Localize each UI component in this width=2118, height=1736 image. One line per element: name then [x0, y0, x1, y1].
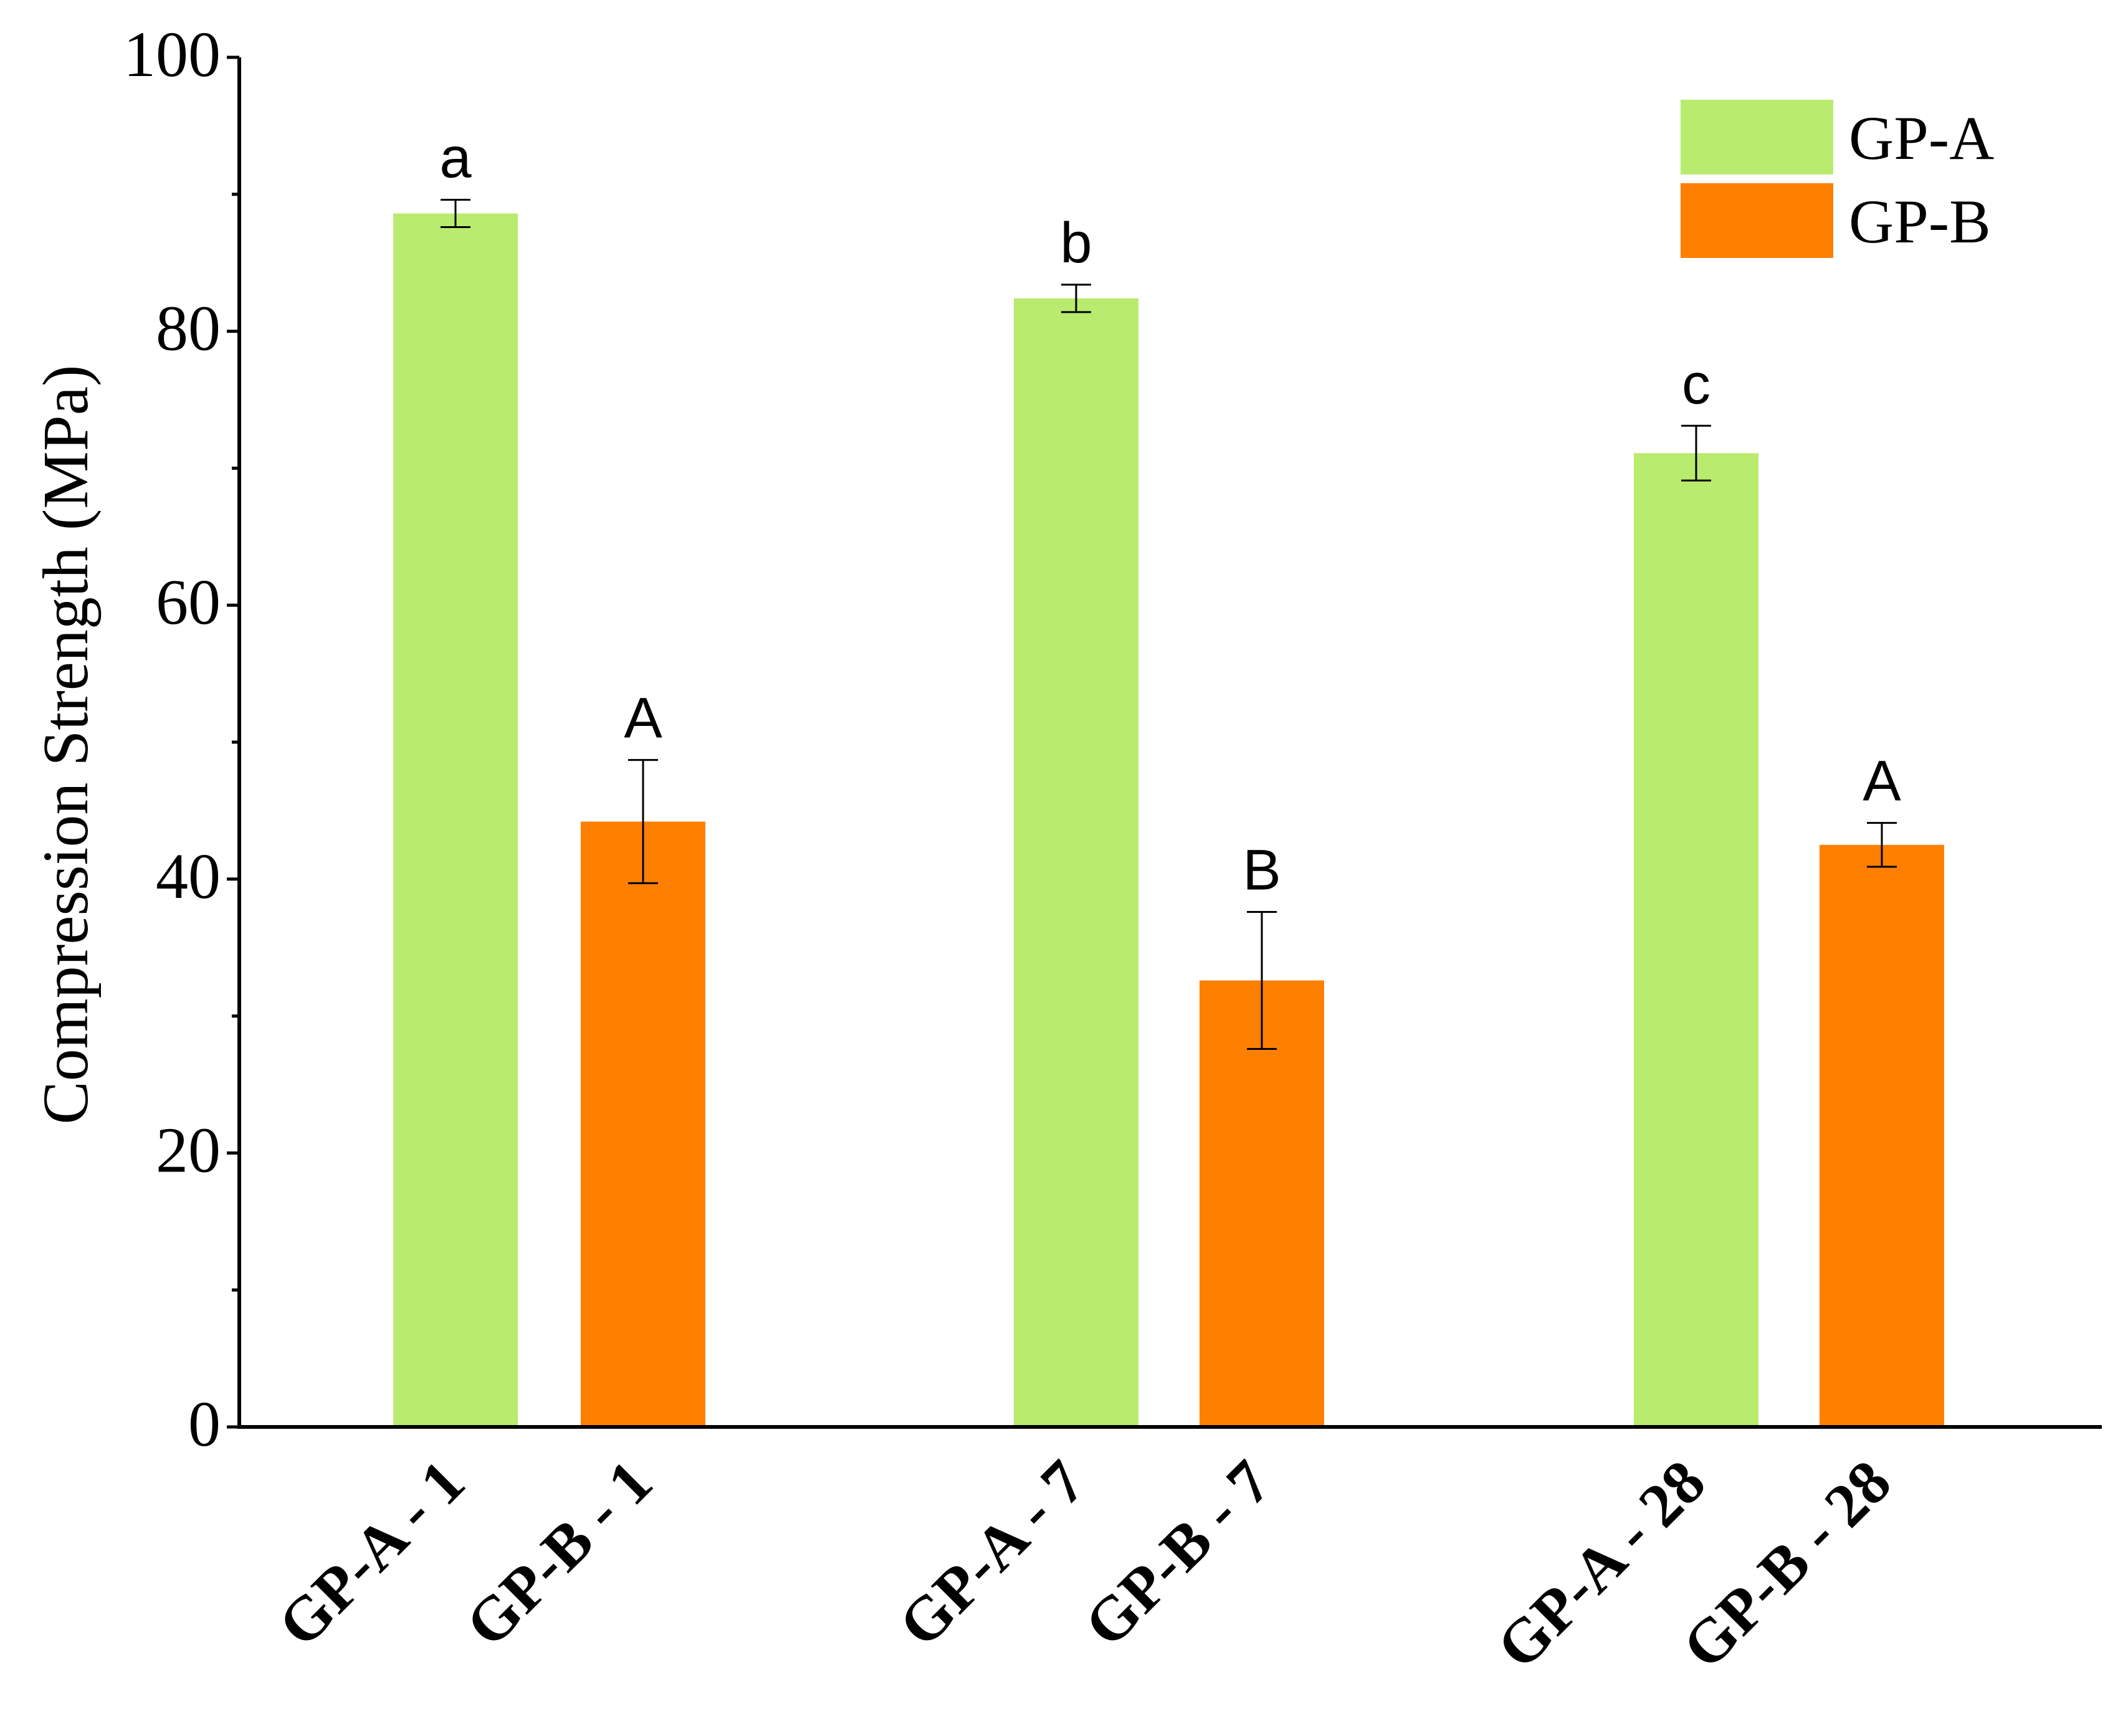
- legend: GP-A GP-B: [1681, 100, 1994, 258]
- x-tick-label: GP-A - 1: [265, 1447, 478, 1660]
- x-axis-ticks: GP-A - 1GP-B - 1 GP-A - 7GP-B - 7 GP-A - 2…: [265, 1447, 1904, 1682]
- significance-label: c: [1682, 352, 1710, 416]
- legend-label: GP-A: [1849, 103, 1994, 173]
- significance-label: B: [1243, 839, 1281, 902]
- bar: [1634, 453, 1758, 1428]
- y-axis-label: Compression Strength (MPa): [30, 365, 102, 1124]
- legend-swatch: [1681, 100, 1833, 174]
- significance-label: A: [1863, 750, 1901, 813]
- y-tick-label: 20: [156, 1114, 221, 1186]
- significance-label: b: [1060, 211, 1092, 275]
- y-axis-ticks: 0 20 40 60 80 100: [123, 19, 239, 1460]
- x-tick-label: GP-B - 7: [1071, 1447, 1284, 1660]
- significance-labels: a b c A B A: [439, 126, 1901, 902]
- y-tick-label: 0: [188, 1388, 221, 1460]
- x-tick-label: GP-A - 7: [885, 1447, 1099, 1660]
- y-tick-label: 80: [156, 293, 221, 365]
- x-tick-label: GP-B - 1: [452, 1447, 665, 1660]
- legend-label: GP-B: [1849, 187, 1991, 256]
- error-bars: [441, 199, 1897, 1050]
- y-tick-label: 100: [123, 19, 221, 90]
- legend-swatch: [1681, 183, 1833, 258]
- bar: [1014, 298, 1138, 1427]
- significance-label: A: [624, 687, 662, 750]
- y-tick-label: 60: [156, 566, 221, 638]
- bar: [393, 213, 518, 1427]
- y-tick-label: 40: [156, 841, 221, 912]
- significance-label: a: [439, 126, 472, 190]
- bar: [1200, 980, 1324, 1427]
- bar: [1820, 844, 1944, 1427]
- bar: [581, 821, 705, 1427]
- bars: [393, 213, 1944, 1428]
